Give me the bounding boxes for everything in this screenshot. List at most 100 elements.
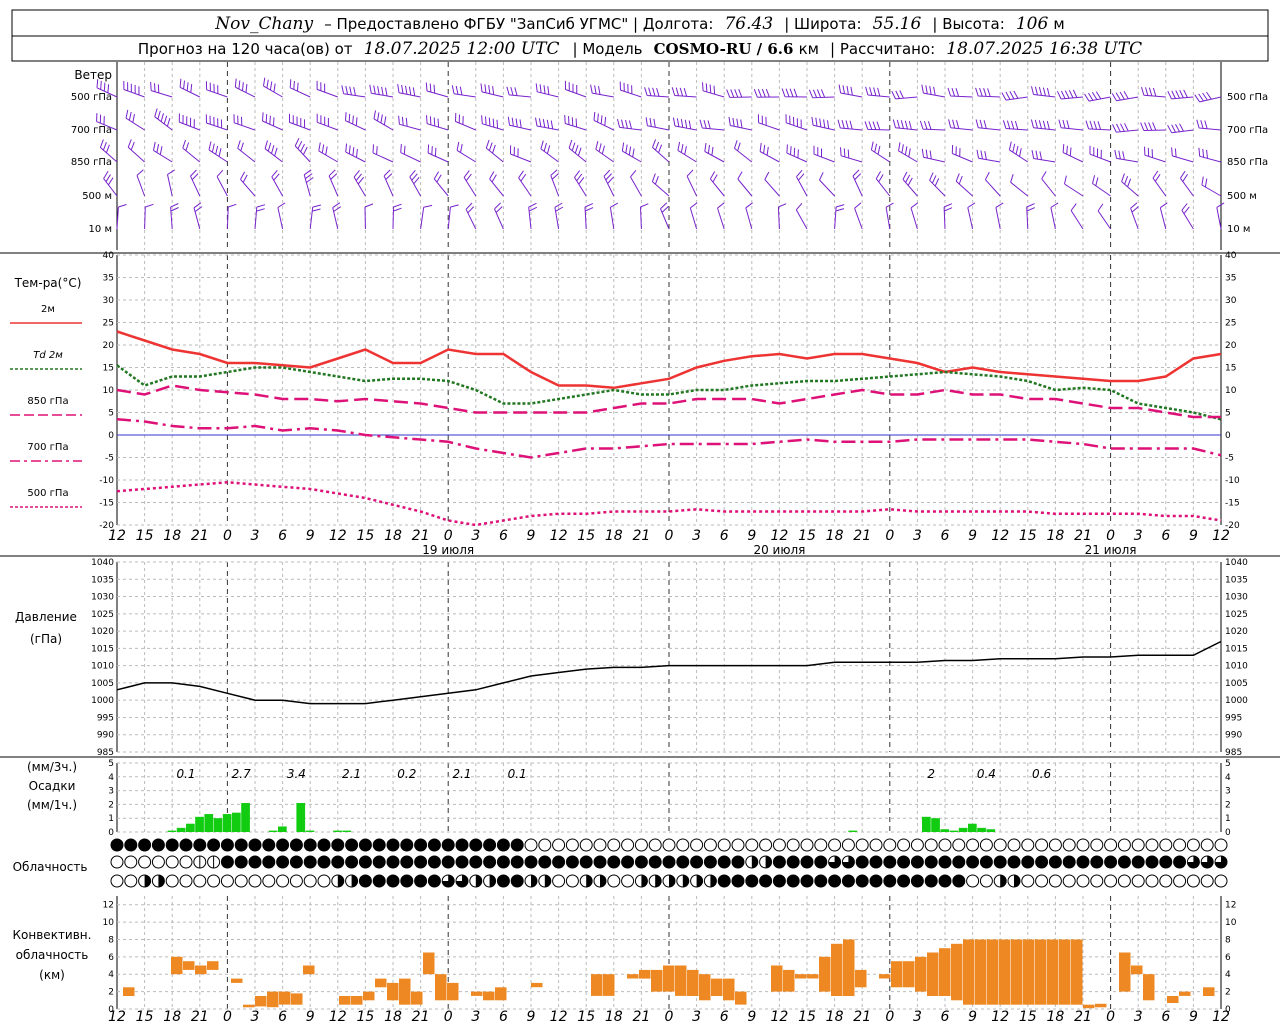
wind-title: Ветер [74,68,112,82]
precip-3h-label: 0.4 [977,767,996,781]
wind-barb-500hpa [590,84,614,98]
wind-barb-500hpa [644,87,670,98]
cloud-symbol [234,855,248,869]
conv-cloud-bar [447,982,459,1001]
conv-cloud-bar [435,974,447,1001]
cloud-symbol [207,838,221,852]
forecast-label: Прогноз на 120 часа(ов) от [138,40,353,58]
cloud-symbol [276,874,290,888]
conv-cloud-bar [843,939,855,996]
conv-cloud-bar [279,991,291,1005]
precip-bar [278,826,287,832]
cloud-symbol [165,838,179,852]
hour-label-bottom: 18 [605,1009,623,1024]
conv-cloud-bar [627,974,639,979]
cloud-symbol [386,855,400,869]
wind-barb-10m [943,203,953,230]
cloud-symbol [400,874,414,888]
conv-cloud-bar [975,939,987,1005]
wind-barb-700hpa [178,113,200,131]
cloud-symbol [731,855,745,869]
hour-label-bottom: 0 [1106,1009,1115,1024]
wind-barb-500m [433,171,449,197]
ytick-right: 5 [1225,409,1231,419]
precip-3h-label: 0.1 [176,767,195,781]
wind-barb-500hpa [234,78,256,98]
wind-barb-500hpa [781,88,808,98]
ytick-left: 1005 [91,679,114,689]
cloud-symbol [717,855,731,869]
ytick-right: 1010 [1225,662,1248,672]
ytick-right: 30 [1225,296,1237,306]
cloud-symbol [786,855,800,869]
cloud-symbol-half [337,875,344,887]
temp-title: Тем-ра(°C) [14,276,82,290]
ytick-left: 985 [97,748,114,758]
wind-barb-500hpa [808,89,835,99]
wind-barb-850hpa [786,144,808,163]
hour-label-top: 6 [720,528,729,544]
cloud-symbol [800,855,814,869]
cloud-symbol [814,855,828,869]
cloud-symbol [979,874,993,888]
hour-label-top: 3 [1134,528,1143,544]
cloud-symbol [496,838,510,852]
precip-bar [958,827,968,832]
wind-barb-10m [1130,202,1139,230]
cloud-symbol [800,874,814,888]
ytick-left: 40 [103,251,115,261]
conv-cloud-bar [1143,974,1155,1001]
header-line2: Прогноз на 120 часа(ов) от 18.07.2025 12… [138,39,1142,59]
conv-cloud-bar [963,939,975,1005]
cloud-symbol-half [1014,875,1020,887]
cloud-symbol [331,838,345,852]
wind-barb-500m [1041,171,1056,197]
conv-cloud-bar [639,969,651,979]
hour-label-top: 18 [605,528,623,544]
cloud-symbol [897,838,911,852]
hour-label-top: 9 [306,528,315,544]
wind-barb-500hpa [726,89,752,98]
wind-barb-10m [795,202,808,230]
wind-barb-850hpa [921,148,946,163]
precip-unit1: (мм/1ч.) [27,798,77,812]
ytick-right: 1025 [1225,610,1248,620]
wind-barb-10m [420,204,433,230]
wind-barb-850hpa [345,143,366,163]
cloud-title: Облачность [13,860,88,874]
cloud-symbol-three-quarter [456,875,468,887]
hour-label-top: 3 [471,528,480,544]
cloud-symbol [207,874,221,888]
cloud-symbol [1035,855,1049,869]
cloud-symbol [869,874,883,888]
cloud-symbol [1007,838,1021,852]
cloud-symbol [910,874,924,888]
wind-barb-500m [709,171,725,197]
cloud-symbol [814,874,828,888]
hour-label-bottom: 3 [692,1009,701,1024]
cloud-symbol-three-quarter [1201,856,1214,868]
wind-barb-700hpa [262,112,283,131]
cloud-symbol [179,855,193,869]
hour-label-bottom: 0 [665,1009,674,1024]
precip-bar [342,830,352,832]
hour-label-top: 6 [499,528,508,544]
conv-cloud-bar [603,974,615,996]
ytick-right: 1000 [1225,696,1248,706]
cloud-symbol [841,838,855,852]
hour-label-bottom: 15 [136,1009,154,1024]
cloud-symbol [855,855,869,869]
cloud-symbol [496,855,510,869]
cloud-symbol [565,838,579,852]
wind-barb-500hpa [480,83,504,98]
computed-label: | Рассчитано: [830,40,935,58]
hour-label-top: 21 [1074,528,1092,544]
precip-bar [949,830,959,832]
hour-label-top: 21 [853,528,871,544]
wind-barb-10m [170,203,179,230]
day-label: 19 июля [422,543,474,557]
wind-barb-850hpa [510,145,532,163]
cloud-symbol [1062,838,1076,852]
conv-cloud-bar [687,969,699,996]
cloud-symbol [883,838,897,852]
